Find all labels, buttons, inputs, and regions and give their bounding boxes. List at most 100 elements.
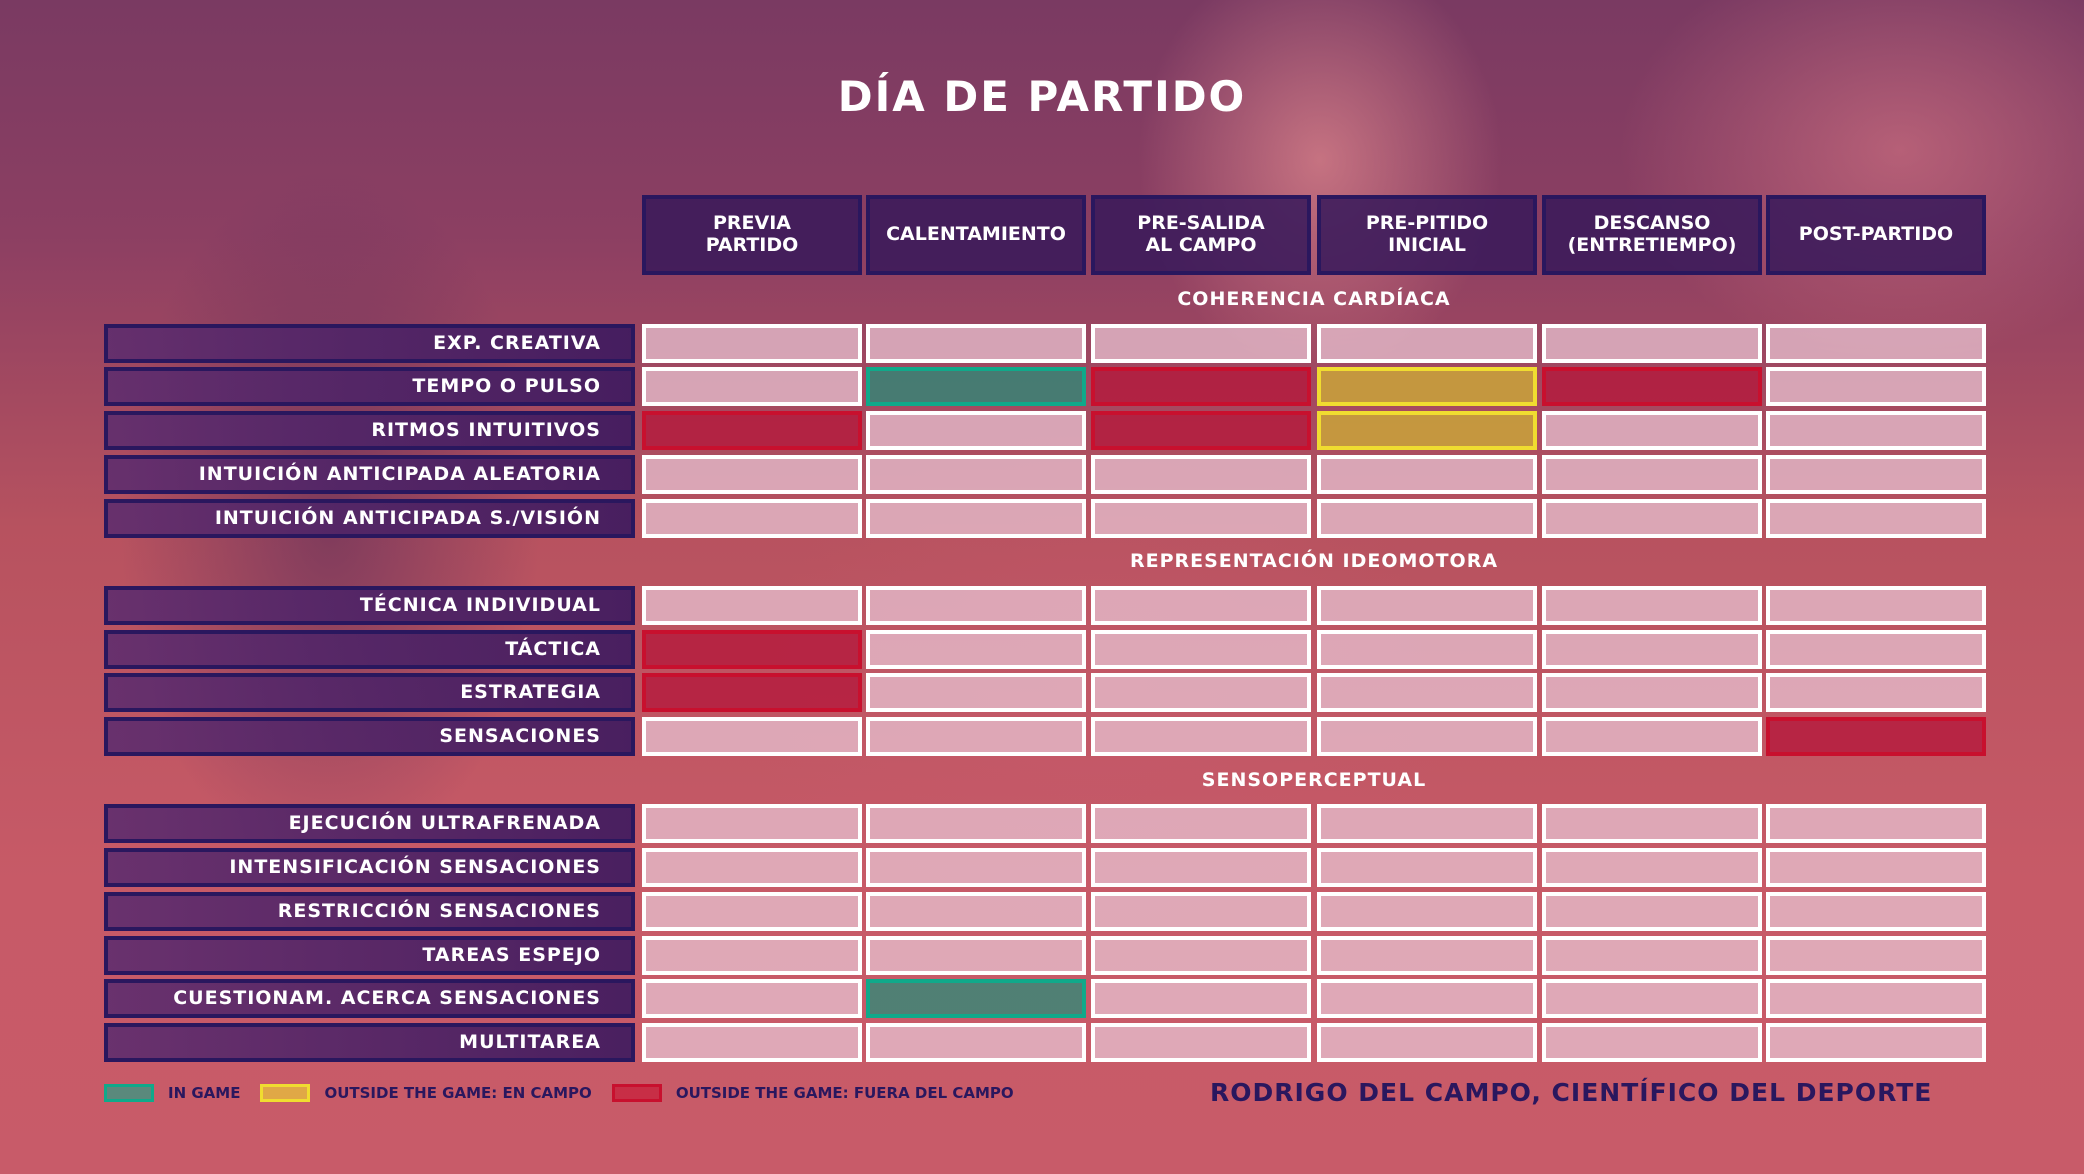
page-title: DÍA DE PARTIDO <box>837 72 1247 121</box>
grid-cell <box>866 411 1086 451</box>
column-header: POST-PARTIDO <box>1766 195 1986 275</box>
grid-cell <box>1317 323 1537 363</box>
grid-cell <box>1766 673 1986 713</box>
grid-cell <box>1091 323 1311 363</box>
grid-cell-in-game <box>866 367 1086 407</box>
grid-cell <box>1317 935 1537 975</box>
grid-cell <box>1091 673 1311 713</box>
grid-cell <box>1091 848 1311 888</box>
grid-cell <box>1091 454 1311 494</box>
grid-cell <box>866 804 1086 844</box>
row-label: RITMOS INTUITIVOS <box>104 411 635 451</box>
grid-cell <box>642 717 862 756</box>
grid-cell <box>1542 454 1762 494</box>
grid-cell <box>1766 411 1986 451</box>
grid-cell <box>866 848 1086 888</box>
grid-cell <box>1317 979 1537 1019</box>
row-label: INTUICIÓN ANTICIPADA S./VISIÓN <box>104 498 635 538</box>
grid-cell <box>1766 498 1986 538</box>
column-header: CALENTAMIENTO <box>866 195 1086 275</box>
row-label: EJECUCIÓN ULTRAFRENADA <box>104 804 635 844</box>
grid-cell <box>866 585 1086 625</box>
grid-cell <box>1091 498 1311 538</box>
grid-cell <box>642 979 862 1019</box>
grid-cell <box>642 367 862 407</box>
grid-cell <box>1091 1022 1311 1062</box>
grid-cell <box>866 454 1086 494</box>
grid-cell <box>1091 717 1311 756</box>
legend-label: IN GAME <box>168 1084 241 1102</box>
grid-cell <box>1091 585 1311 625</box>
grid-cell-fuera-del-campo <box>642 673 862 713</box>
grid-cell <box>1317 717 1537 756</box>
grid-cell-fuera-del-campo <box>1766 717 1986 756</box>
row-label: TÁCTICA <box>104 629 635 669</box>
grid-cell-fuera-del-campo <box>642 629 862 669</box>
grid-cell <box>1091 891 1311 931</box>
legend-swatch-in-game <box>104 1084 154 1102</box>
legend-label: OUTSIDE THE GAME: EN CAMPO <box>324 1084 592 1102</box>
grid-cell <box>1317 804 1537 844</box>
grid-cell <box>1317 629 1537 669</box>
grid-cell <box>1317 454 1537 494</box>
grid-cell <box>642 804 862 844</box>
grid-cell <box>642 1022 862 1062</box>
grid-cell-en-campo <box>1317 411 1537 451</box>
grid-cell-in-game <box>866 979 1086 1019</box>
grid-cell <box>1542 979 1762 1019</box>
grid-cell-fuera-del-campo <box>1091 411 1311 451</box>
grid-cell <box>1317 848 1537 888</box>
row-label: EXP. CREATIVA <box>104 323 635 363</box>
grid-cell <box>1766 585 1986 625</box>
grid-cell-fuera-del-campo <box>1091 367 1311 407</box>
grid-cell <box>1542 411 1762 451</box>
grid-cell <box>1542 848 1762 888</box>
grid-cell <box>642 323 862 363</box>
grid-cell <box>1317 1022 1537 1062</box>
legend-swatch-en-campo <box>260 1084 311 1102</box>
section-title: COHERENCIA CARDÍACA <box>1177 288 1451 310</box>
grid-cell <box>1766 367 1986 407</box>
row-label: INTENSIFICACIÓN SENSACIONES <box>104 848 635 888</box>
grid-cell <box>1542 1022 1762 1062</box>
grid-cell <box>642 935 862 975</box>
grid-cell <box>1091 804 1311 844</box>
row-label: MULTITAREA <box>104 1022 635 1062</box>
row-label: TÉCNICA INDIVIDUAL <box>104 585 635 625</box>
grid-cell <box>1766 935 1986 975</box>
grid-cell <box>1766 454 1986 494</box>
grid-cell-fuera-del-campo <box>642 411 862 451</box>
credit: RODRIGO DEL CAMPO, CIENTÍFICO DEL DEPORT… <box>1210 1078 1933 1107</box>
grid-cell <box>1317 891 1537 931</box>
grid-cell-fuera-del-campo <box>1542 367 1762 407</box>
grid-cell <box>1542 323 1762 363</box>
grid-cell-en-campo <box>1317 367 1537 407</box>
grid-cell <box>1766 629 1986 669</box>
grid-cell <box>1542 891 1762 931</box>
column-header: PRE-PITIDO INICIAL <box>1317 195 1537 275</box>
grid-cell <box>1091 629 1311 669</box>
column-header: DESCANSO (ENTRETIEMPO) <box>1542 195 1762 275</box>
section-title: SENSOPERCEPTUAL <box>1201 768 1427 791</box>
grid-cell <box>866 935 1086 975</box>
grid-cell <box>1317 498 1537 538</box>
legend-swatch-fuera-del-campo <box>611 1084 662 1102</box>
row-label: SENSACIONES <box>104 717 635 756</box>
row-label: CUESTIONAM. ACERCA SENSACIONES <box>104 979 635 1019</box>
grid-cell <box>1091 979 1311 1019</box>
row-label: TEMPO O PULSO <box>104 367 635 407</box>
row-label: INTUICIÓN ANTICIPADA ALEATORIA <box>104 454 635 494</box>
grid-cell <box>866 717 1086 756</box>
grid-cell <box>866 891 1086 931</box>
section-title: REPRESENTACIÓN IDEOMOTORA <box>1129 550 1499 573</box>
grid-cell <box>1766 804 1986 844</box>
grid-cell <box>866 673 1086 713</box>
grid-cell <box>1091 935 1311 975</box>
grid-cell <box>1542 673 1762 713</box>
grid-cell <box>642 585 862 625</box>
row-label: RESTRICCIÓN SENSACIONES <box>104 891 635 931</box>
legend: IN GAME OUTSIDE THE GAME: EN CAMPO OUTSIDE… <box>104 1084 1014 1102</box>
grid-cell <box>1317 673 1537 713</box>
grid-cell <box>1542 629 1762 669</box>
grid-cell <box>1766 323 1986 363</box>
